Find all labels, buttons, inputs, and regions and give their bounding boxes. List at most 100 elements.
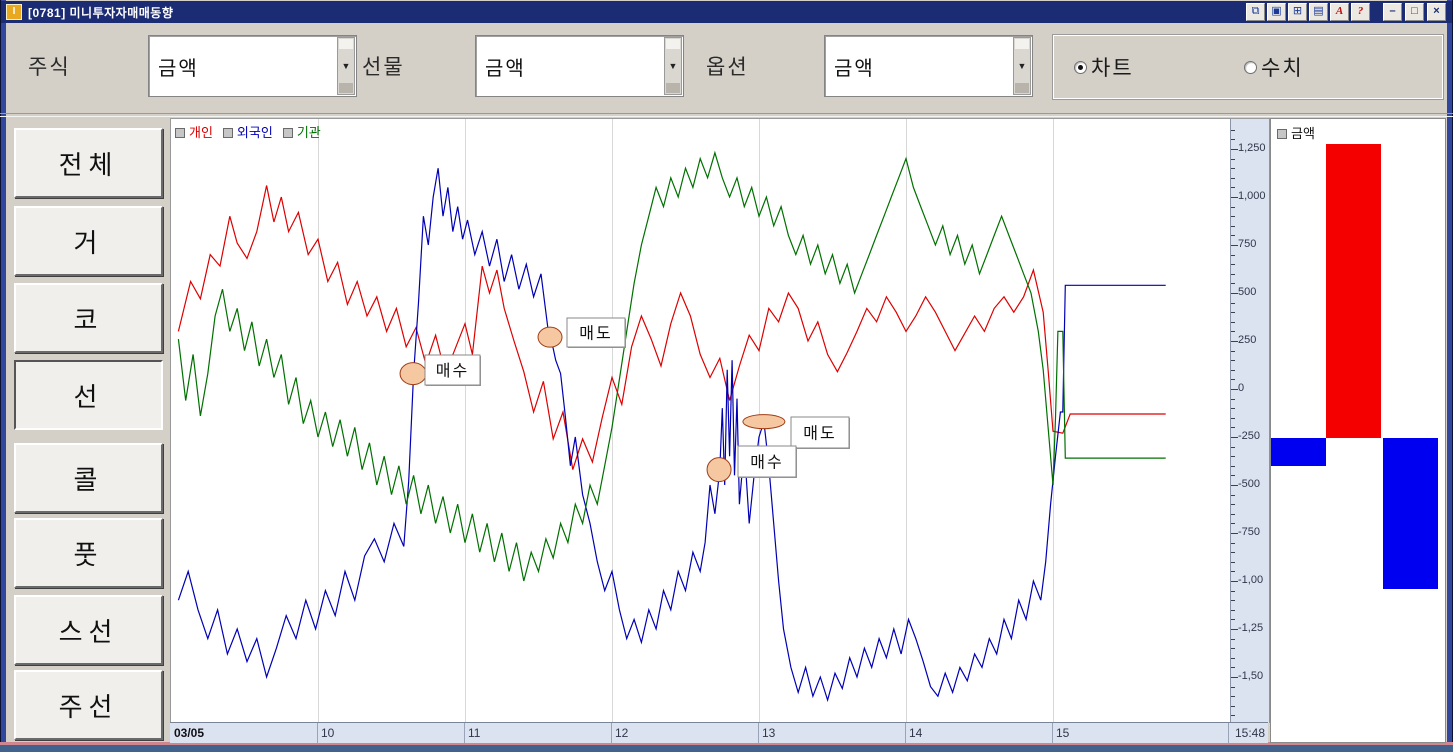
radio-selected-icon[interactable]	[1074, 60, 1087, 74]
axis-tick	[1231, 245, 1238, 246]
y-axis-label: 1,000	[1238, 190, 1266, 202]
chevron-down-icon[interactable]: ▼	[337, 37, 355, 95]
svg-text:매도: 매도	[803, 425, 836, 443]
stock-amount-select[interactable]: 금액 ▼	[148, 35, 357, 97]
axis-separator	[611, 723, 612, 743]
sidebar-button-2[interactable]: 거	[14, 206, 163, 276]
axis-tick	[1231, 571, 1235, 573]
print-button[interactable]: ▤	[1309, 3, 1328, 21]
legend-square-icon	[282, 128, 293, 138]
main-line-chart[interactable]: 개인 외국인 기관 매수 매도 매도 매수	[170, 118, 1231, 723]
bar-legend-label: 금액	[1291, 126, 1315, 141]
x-axis-label: 10	[321, 726, 335, 740]
axis-tick	[1231, 542, 1235, 544]
axis-tick	[1231, 225, 1235, 227]
sidebar-button-6[interactable]: 풋	[14, 518, 163, 588]
axis-tick	[1231, 197, 1238, 198]
axis-tick	[1231, 504, 1235, 506]
sell-marker-icon	[537, 326, 563, 348]
sell-annotation-label: 매도	[566, 317, 626, 348]
window-frame-left	[0, 0, 6, 752]
axis-tick	[1231, 254, 1235, 256]
svg-text:매수: 매수	[436, 362, 469, 380]
legend-square-icon	[222, 128, 233, 138]
axis-tick	[1231, 657, 1235, 659]
net-amount-bar-3	[1383, 438, 1438, 589]
sidebar-button-5[interactable]: 콜	[14, 443, 163, 513]
split-grid-button[interactable]: ⊞	[1288, 3, 1307, 21]
toolbar: 주식 금액 ▼ 선물 금액 ▼ 옵션 금액 ▼ 차트 수치	[6, 23, 1447, 113]
axis-tick	[1231, 629, 1238, 630]
axis-tick	[1231, 475, 1235, 477]
sidebar-button-4[interactable]: 선	[14, 360, 163, 430]
axis-tick	[1231, 600, 1235, 602]
futures-amount-select[interactable]: 금액 ▼	[475, 35, 684, 97]
title-bar[interactable]: I [0781] 미니투자자매매동향 ⧉ ▣ ⊞ ▤ A? – □ ×	[1, 1, 1452, 23]
axis-tick	[1231, 360, 1235, 362]
axis-tick	[1231, 139, 1235, 141]
stock-amount-value: 금액	[158, 57, 199, 80]
buy-annotation-label: 매수	[737, 445, 797, 478]
options-label: 옵션	[706, 56, 749, 79]
axis-tick	[1231, 264, 1235, 266]
options-amount-select[interactable]: 금액 ▼	[824, 35, 1033, 97]
axis-tick	[1231, 408, 1235, 410]
buy-marker-icon	[706, 457, 732, 483]
legend-item-기관: 기관	[282, 122, 321, 141]
app-icon: I	[6, 4, 22, 20]
current-time-label: 15:48	[1234, 726, 1265, 740]
futures-label: 선물	[362, 56, 405, 79]
sidebar-button-1[interactable]: 전체	[14, 128, 163, 198]
help-button[interactable]: ?	[1351, 3, 1370, 21]
svg-text:매수: 매수	[750, 454, 783, 472]
net-amount-bar-panel: 금액	[1270, 118, 1446, 743]
series-외국인	[177, 168, 1166, 703]
sidebar-button-7[interactable]: 스선	[14, 595, 163, 665]
legend-item-개인: 개인	[175, 122, 213, 141]
bar-legend: 금액	[1277, 123, 1315, 142]
toolbar-divider	[0, 113, 1453, 117]
radio-numeric-view[interactable]: 수치	[1244, 52, 1304, 82]
axis-tick	[1231, 513, 1235, 515]
y-axis-label: -1,25	[1238, 622, 1264, 634]
x-axis: 15:48 03/05 10 11 12 13 14 15	[170, 722, 1268, 743]
x-axis-label: 12	[615, 726, 629, 740]
axis-tick	[1231, 705, 1235, 707]
view-mode-panel: 차트 수치	[1052, 34, 1444, 100]
close-button[interactable]: ×	[1427, 3, 1446, 21]
series-개인	[177, 185, 1166, 470]
cascade-windows-button[interactable]: ⧉	[1246, 3, 1265, 21]
font-button[interactable]: A	[1330, 3, 1349, 21]
stock-label: 주식	[28, 56, 71, 79]
sidebar-button-8[interactable]: 주선	[14, 670, 163, 740]
maximize-button[interactable]: □	[1405, 3, 1424, 21]
axis-separator	[905, 723, 906, 743]
chevron-down-icon[interactable]: ▼	[1013, 37, 1031, 95]
x-axis-label: 13	[762, 726, 776, 740]
axis-tick	[1231, 331, 1235, 333]
x-axis-label: 14	[909, 726, 923, 740]
x-axis-label: 15	[1056, 726, 1070, 740]
y-axis-label: 500	[1238, 286, 1257, 298]
x-axis-label: 11	[468, 726, 481, 740]
minimize-button[interactable]: –	[1383, 3, 1402, 21]
sidebar-button-3[interactable]: 코	[14, 283, 163, 353]
axis-tick	[1231, 149, 1238, 150]
axis-tick	[1231, 389, 1238, 390]
restore-window-button[interactable]: ▣	[1267, 3, 1286, 21]
axis-tick	[1231, 581, 1238, 582]
net-amount-bar-1	[1271, 438, 1326, 466]
y-axis-label: -500	[1238, 478, 1261, 490]
axis-separator	[317, 723, 318, 743]
window-title: [0781] 미니투자자매매동향	[28, 5, 174, 20]
axis-tick	[1231, 609, 1235, 611]
radio-unselected-icon[interactable]	[1244, 60, 1257, 74]
axis-tick	[1231, 177, 1235, 179]
y-axis: 1,250 1,000 750 500 250 0 -250 -500 -750 -1,00 -1,…	[1230, 118, 1270, 723]
axis-tick	[1231, 398, 1235, 400]
axis-tick	[1231, 273, 1235, 275]
radio-chart-view[interactable]: 차트	[1074, 52, 1134, 82]
buy-marker-icon	[399, 362, 427, 386]
chevron-down-icon[interactable]: ▼	[664, 37, 682, 95]
axis-separator	[758, 723, 759, 743]
